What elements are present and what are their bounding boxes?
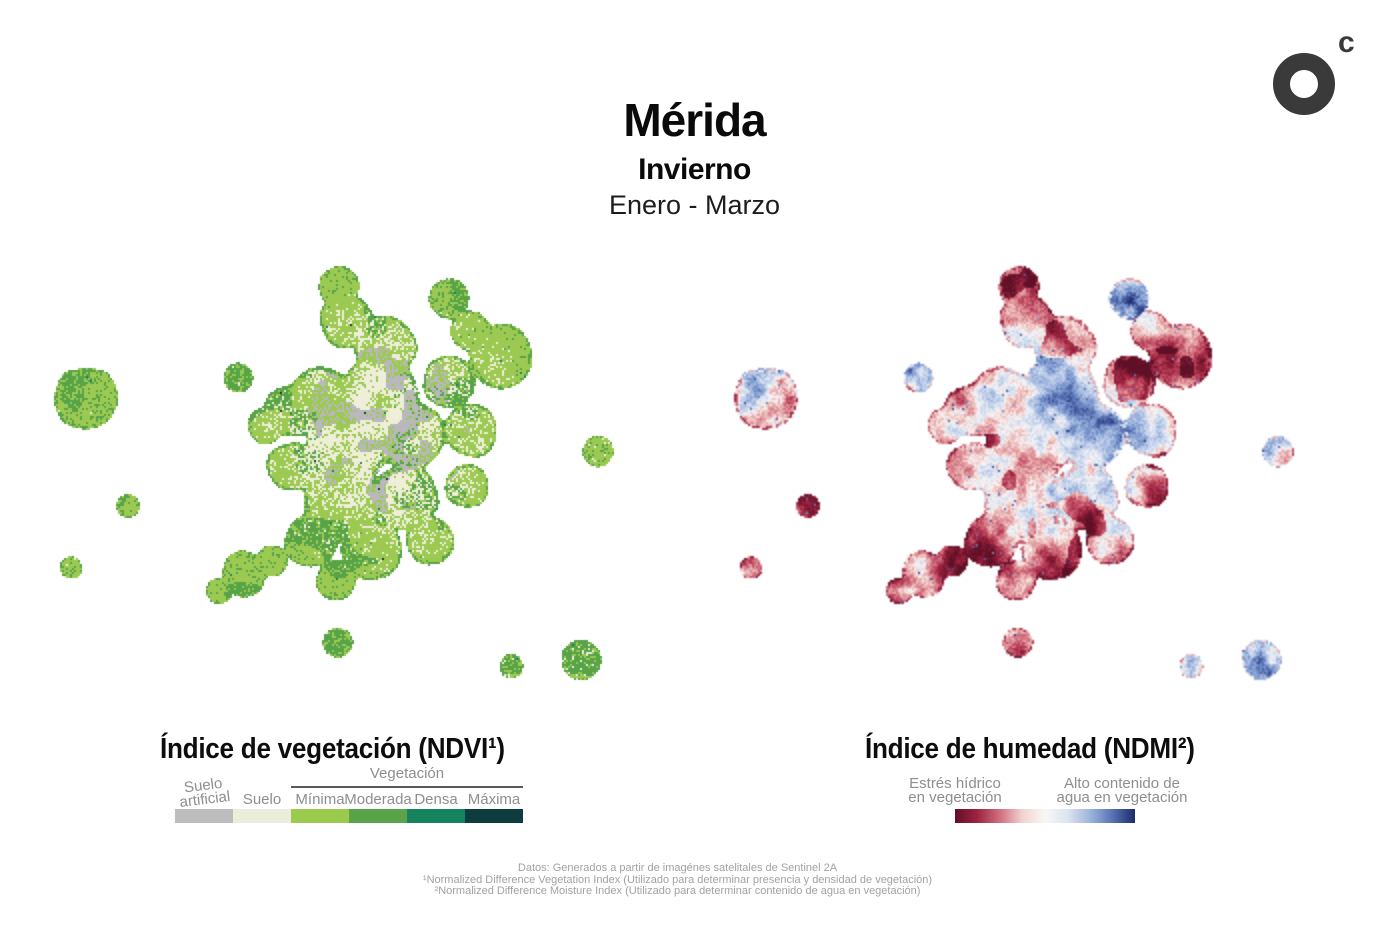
ndvi-class-swatch-1 [233, 809, 291, 823]
ndmi-legend-title: Índice de humedad (NDMI²) [865, 733, 1195, 765]
ndmi-label-stress: Estrés hídrico en vegetación [908, 775, 1002, 806]
logo-c-mark: c [1338, 26, 1355, 59]
ndvi-group-label: Vegetación [369, 765, 445, 782]
ndvi-legend-title: Índice de vegetación (NDVI¹) [160, 733, 505, 765]
date-range: Enero - Marzo [608, 190, 781, 220]
season-title: Invierno [638, 153, 751, 186]
logo-ring-icon [1273, 53, 1335, 115]
ndvi-map [40, 260, 640, 700]
ndvi-class-swatch-3 [349, 809, 407, 823]
header: Mérida Invierno Enero - Marzo [0, 97, 1389, 219]
ndvi-color-bar [175, 809, 523, 823]
ndvi-class-swatch-2 [291, 809, 349, 823]
footer-credits: Datos: Generados a partir de imagénes sa… [0, 862, 1372, 898]
ndvi-group-line [291, 786, 523, 788]
ndvi-class-label-0: Suelo artificial [178, 774, 232, 811]
ndvi-class-label-4: Densa [414, 790, 458, 808]
ndvi-class-swatch-5 [465, 809, 523, 823]
ndvi-class-label-5: Máxima [467, 790, 521, 808]
footer-line-ndmi: ²Normalized Difference Moisture Index (U… [434, 885, 921, 898]
ndmi-label-moisture: Alto contenido de agua en vegetación [1056, 775, 1188, 806]
ndvi-class-label-1: Suelo [242, 790, 282, 808]
ndvi-class-label-3: Moderada [344, 790, 412, 808]
ndmi-map [720, 260, 1320, 700]
footer-line-ndvi: ¹Normalized Difference Vegetation Index … [422, 873, 933, 886]
ndvi-class-label-2: Mínima [295, 790, 345, 808]
ndmi-gradient-bar [955, 809, 1135, 823]
ndvi-class-swatch-0 [175, 809, 233, 823]
ndvi-class-swatch-4 [407, 809, 465, 823]
ndvi-class-labels: Suelo artificial Suelo Mínima Moderada Densa… [175, 774, 523, 811]
footer-line-source: Datos: Generados a partir de imagénes sa… [517, 862, 838, 874]
page-title: Mérida [623, 94, 766, 146]
